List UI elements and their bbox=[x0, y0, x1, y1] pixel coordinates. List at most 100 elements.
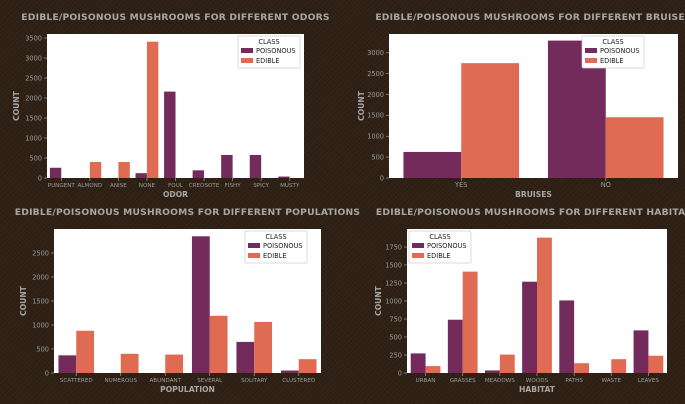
y-tick-label: 1500 bbox=[367, 112, 384, 120]
legend-label-poisonous: POISONOUS bbox=[427, 242, 467, 250]
bar-poisonous-paths bbox=[559, 300, 575, 373]
y-tick-label: 1750 bbox=[385, 243, 402, 251]
legend-swatch-edible bbox=[412, 253, 424, 258]
bar-edible-solitary bbox=[254, 321, 273, 373]
bar-edible-woods bbox=[537, 237, 552, 373]
bar-edible-waste bbox=[611, 359, 627, 373]
y-tick-label: 0 bbox=[398, 369, 402, 377]
x-tick-label: CREOSOTE bbox=[189, 183, 220, 189]
bar-poisonous-urban bbox=[410, 353, 426, 373]
y-tick-label: 750 bbox=[389, 315, 402, 323]
legend-swatch-edible bbox=[241, 58, 253, 63]
y-tick-label: 250 bbox=[389, 351, 402, 359]
legend-title: CLASS bbox=[602, 38, 623, 46]
legend-title: CLASS bbox=[258, 38, 279, 46]
legend-swatch-poisonous bbox=[412, 243, 424, 248]
chart-title: EDIBLE/POISONOUS MUSHROOMS FOR DIFFERENT… bbox=[376, 207, 685, 218]
x-tick-label: GRASSES bbox=[450, 378, 476, 384]
x-tick-label: MEADOWS bbox=[485, 378, 515, 384]
bar-poisonous-clustered bbox=[280, 370, 299, 373]
y-axis-label: COUNT bbox=[374, 285, 383, 316]
y-tick-label: 2000 bbox=[367, 91, 384, 99]
x-tick-label: LEAVES bbox=[638, 378, 659, 384]
x-tick-label: WOODS bbox=[526, 378, 549, 384]
x-tick-label: FOUL bbox=[168, 183, 184, 189]
chart-title: EDIBLE/POISONOUS MUSHROOMS FOR DIFFERENT… bbox=[21, 12, 329, 23]
y-tick-label: 0 bbox=[45, 369, 49, 377]
legend-title: CLASS bbox=[265, 233, 286, 241]
x-tick-label: NONE bbox=[139, 183, 156, 189]
bar-poisonous-pungent bbox=[49, 167, 62, 178]
bar-poisonous-musty bbox=[278, 176, 290, 178]
bar-poisonous-solitary bbox=[236, 341, 255, 373]
legend-label-edible: EDIBLE bbox=[256, 57, 280, 65]
bar-edible-clustered bbox=[298, 359, 317, 373]
y-tick-label: 1500 bbox=[385, 261, 402, 269]
y-tick-label: 1250 bbox=[385, 279, 402, 287]
chart-title: EDIBLE/POISONOUS MUSHROOMS FOR DIFFERENT… bbox=[15, 207, 360, 218]
y-tick-label: 500 bbox=[29, 154, 42, 162]
bar-poisonous-fishy bbox=[221, 154, 233, 178]
bar-edible-several bbox=[209, 315, 228, 373]
x-tick-label: NUMEROUS bbox=[104, 378, 137, 384]
legend-swatch-edible bbox=[248, 253, 260, 258]
x-tick-label: WASTE bbox=[602, 378, 622, 384]
bar-poisonous-woods bbox=[522, 281, 537, 373]
legend-label-edible: EDIBLE bbox=[263, 252, 287, 260]
y-tick-label: 3000 bbox=[367, 49, 384, 57]
chart-panel-0: EDIBLE/POISONOUS MUSHROOMS FOR DIFFERENT… bbox=[12, 12, 330, 199]
x-tick-label: FISHY bbox=[225, 183, 242, 189]
x-tick-label: YES bbox=[454, 181, 467, 189]
bar-edible-yes bbox=[461, 63, 520, 178]
legend-swatch-poisonous bbox=[248, 243, 260, 248]
bar-poisonous-spicy bbox=[249, 154, 262, 178]
legend-label-edible: EDIBLE bbox=[600, 57, 624, 65]
y-axis-label: COUNT bbox=[12, 90, 21, 121]
bar-edible-almond bbox=[89, 162, 102, 178]
x-tick-label: PATHS bbox=[565, 378, 583, 384]
legend-box bbox=[408, 230, 472, 264]
y-tick-label: 1000 bbox=[32, 321, 49, 329]
legend-label-poisonous: POISONOUS bbox=[256, 47, 296, 55]
legend-swatch-poisonous bbox=[241, 48, 253, 53]
legend-label-edible: EDIBLE bbox=[427, 252, 451, 260]
y-tick-label: 500 bbox=[36, 345, 49, 353]
bar-poisonous-leaves bbox=[633, 330, 649, 373]
bar-edible-scattered bbox=[76, 330, 95, 373]
y-tick-label: 2500 bbox=[25, 74, 42, 82]
bar-poisonous-foul bbox=[164, 91, 176, 178]
bar-edible-numerous bbox=[120, 353, 139, 373]
x-axis-label: HABITAT bbox=[519, 385, 556, 394]
y-tick-label: 3000 bbox=[25, 54, 42, 62]
y-tick-label: 2000 bbox=[25, 94, 42, 102]
x-tick-label: ANISE bbox=[110, 183, 127, 189]
legend-swatch-poisonous bbox=[585, 48, 597, 53]
x-tick-label: SEVERAL bbox=[197, 378, 223, 384]
bar-edible-abundant bbox=[165, 354, 184, 373]
y-tick-label: 2500 bbox=[367, 70, 384, 78]
y-tick-label: 1500 bbox=[25, 114, 42, 122]
legend-box bbox=[237, 35, 301, 69]
y-tick-label: 2000 bbox=[32, 273, 49, 281]
y-tick-label: 1500 bbox=[32, 297, 49, 305]
bar-poisonous-scattered bbox=[58, 355, 77, 373]
bar-edible-meadows bbox=[499, 354, 515, 373]
x-tick-label: URBAN bbox=[416, 378, 436, 384]
bar-edible-urban bbox=[425, 366, 441, 373]
x-tick-label: CLUSTERED bbox=[282, 378, 315, 384]
y-axis-label: COUNT bbox=[19, 285, 28, 316]
x-tick-label: MUSTY bbox=[280, 183, 300, 189]
y-tick-label: 1000 bbox=[367, 133, 384, 141]
bar-edible-anise bbox=[118, 162, 130, 178]
legend-swatch-edible bbox=[585, 58, 597, 63]
x-tick-label: SPICY bbox=[253, 183, 269, 189]
legend-box bbox=[244, 230, 308, 264]
chart-panel-3: EDIBLE/POISONOUS MUSHROOMS FOR DIFFERENT… bbox=[374, 207, 685, 394]
x-axis-label: ODOR bbox=[163, 190, 188, 199]
bar-poisonous-several bbox=[191, 236, 210, 373]
chart-panel-1: EDIBLE/POISONOUS MUSHROOMS FOR DIFFERENT… bbox=[357, 12, 685, 199]
